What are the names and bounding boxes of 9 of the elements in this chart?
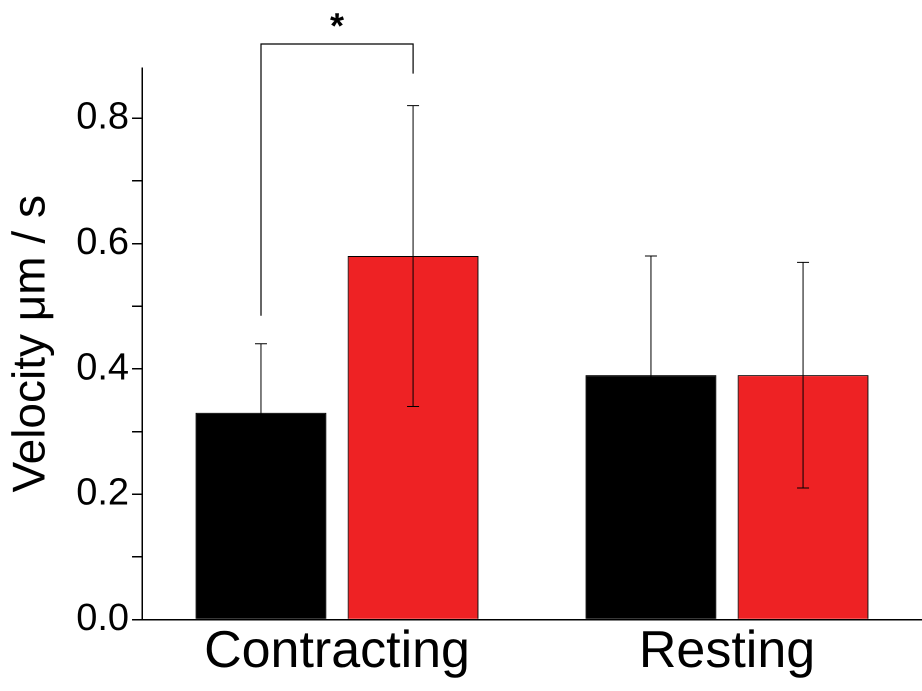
y-tick-label: 0.0: [76, 597, 130, 640]
y-tick-label: 0.8: [76, 96, 130, 138]
x-tick-label: Contracting: [204, 621, 470, 680]
y-tick-label: 0.2: [76, 472, 130, 514]
y-tick-label: 0.4: [76, 346, 130, 388]
text: *: [329, 5, 346, 46]
x-tick-label: Resting: [638, 621, 816, 680]
y-axis-title: Velocity μm / s: [2, 195, 54, 493]
y-tick-label: 0.6: [76, 220, 130, 263]
